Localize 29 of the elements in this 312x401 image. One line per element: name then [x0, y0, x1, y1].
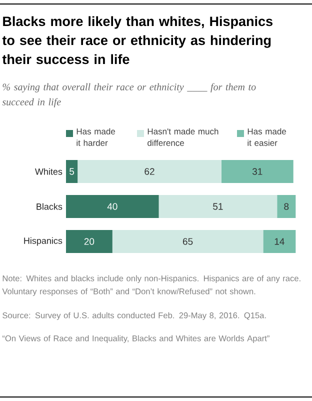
legend-label: Has made it easier	[248, 128, 286, 146]
data-label: 65	[182, 238, 193, 245]
bar	[277, 195, 296, 218]
chart-subtitle: % saying that overall their race or ethnicity ____ for them to succeed in life	[2, 83, 256, 108]
y-tick-label: Whites	[35, 168, 62, 175]
bar	[66, 230, 112, 253]
chart-title: Blacks more likely than whites, Hispanics to see their race or ethnicity as hindering their success in life	[2, 16, 272, 64]
data-label: 62	[144, 168, 154, 175]
data-label: 20	[84, 238, 94, 245]
text: “On Views of Race and Inequality, Blacks and Whites are Worlds Apart”	[2, 335, 270, 343]
legend-label: Has made it harder	[76, 128, 116, 146]
bar	[66, 195, 159, 218]
data-label: 31	[252, 168, 262, 175]
data-label: 51	[213, 203, 223, 210]
data-label: 8	[284, 203, 289, 210]
source-note: Source: Survey of U.S. adults conducted Feb. 29-May 8, 2016. Q15a.	[2, 312, 266, 320]
y-tick-label: Hispanics	[24, 237, 62, 246]
bar	[158, 195, 278, 218]
data-label: 14	[274, 238, 284, 245]
text: Note: Whites and blacks include only non-Hispanics. Hispanics are of any race. Voluntary responses of “Both” and “Don’t know/Refused” not shown.	[2, 275, 300, 296]
legend-label: Hasn't made much difference	[148, 128, 218, 146]
bar	[221, 160, 294, 183]
data-label: 40	[107, 203, 118, 210]
bar	[112, 230, 264, 253]
y-tick-label: Blacks	[36, 203, 62, 210]
data-label: 5	[70, 168, 74, 175]
bar	[66, 160, 78, 183]
bar	[263, 230, 296, 253]
bar	[78, 160, 222, 183]
